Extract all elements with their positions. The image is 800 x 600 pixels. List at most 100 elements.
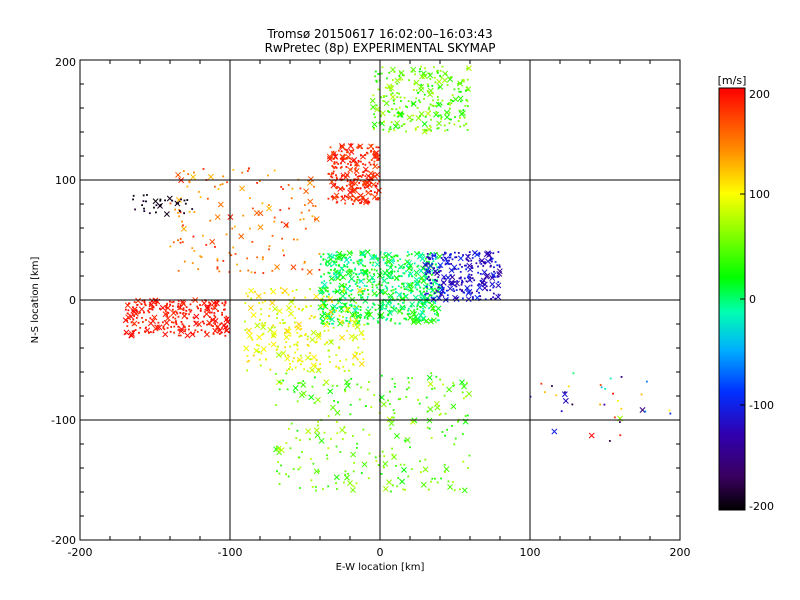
scatter-dot-marker xyxy=(349,188,352,191)
scatter-dot-marker xyxy=(356,175,359,178)
scatter-cross-marker xyxy=(270,341,277,348)
scatter-dot-marker xyxy=(343,188,345,191)
scatter-dot-marker xyxy=(339,253,341,256)
scatter-cross-marker xyxy=(375,187,382,194)
scatter-dot-marker xyxy=(293,296,296,299)
scatter-dot-marker xyxy=(274,372,277,375)
scatter-dot-marker xyxy=(400,125,403,127)
scatter-dot-marker xyxy=(434,258,437,260)
scatter-dot-marker xyxy=(347,311,349,313)
scatter-dot-marker xyxy=(313,185,315,188)
scatter-dot-marker xyxy=(417,399,419,401)
scatter-dot-marker xyxy=(356,317,358,320)
scatter-dot-marker xyxy=(262,324,265,326)
scatter-cross-marker xyxy=(247,305,254,311)
scatter-dot-marker xyxy=(423,310,425,313)
scatter-dot-marker xyxy=(356,146,359,149)
scatter-dot-marker xyxy=(462,397,465,400)
scatter-dot-marker xyxy=(267,174,269,177)
scatter-cross-marker xyxy=(129,330,135,337)
scatter-dot-marker xyxy=(440,257,443,259)
scatter-dot-marker xyxy=(258,302,261,304)
scatter-dot-marker xyxy=(286,225,289,228)
scatter-cross-marker xyxy=(435,101,442,108)
scatter-dot-marker xyxy=(221,183,224,185)
scatter-dot-marker xyxy=(437,286,440,289)
scatter-dot-marker xyxy=(298,335,301,338)
scatter-dot-marker xyxy=(170,326,173,328)
scatter-dot-marker xyxy=(426,90,429,92)
scatter-dot-marker xyxy=(177,269,180,272)
scatter-dot-marker xyxy=(480,263,483,265)
scatter-dot-marker xyxy=(383,273,386,276)
scatter-dot-marker xyxy=(393,260,395,262)
scatter-dot-marker xyxy=(430,437,433,439)
scatter-dot-marker xyxy=(293,321,296,324)
scatter-dot-marker xyxy=(435,289,438,292)
scatter-dot-marker xyxy=(224,301,227,304)
scatter-dot-marker xyxy=(347,325,350,328)
scatter-dot-marker xyxy=(360,296,362,299)
scatter-dot-marker xyxy=(335,354,338,357)
scatter-dot-marker xyxy=(268,248,270,251)
scatter-dot-marker xyxy=(352,363,355,366)
scatter-dot-marker xyxy=(292,468,295,471)
scatter-cross-marker xyxy=(338,282,345,289)
scatter-dot-marker xyxy=(567,385,570,388)
scatter-dot-marker xyxy=(373,160,376,163)
scatter-dot-marker xyxy=(252,354,255,357)
scatter-dot-marker xyxy=(294,366,297,369)
scatter-cross-marker xyxy=(344,306,351,313)
scatter-dot-marker xyxy=(188,179,191,182)
scatter-dot-marker xyxy=(223,308,225,311)
scatter-dot-marker xyxy=(377,146,380,149)
scatter-dot-marker xyxy=(348,268,351,271)
scatter-dot-marker xyxy=(452,481,454,483)
scatter-dot-marker xyxy=(370,406,373,409)
scatter-dot-marker xyxy=(493,266,495,269)
scatter-cross-marker xyxy=(343,257,350,263)
scatter-dot-marker xyxy=(426,287,429,290)
scatter-dot-marker xyxy=(372,126,375,129)
scatter-dot-marker xyxy=(262,332,265,335)
scatter-cross-marker xyxy=(379,110,386,117)
scatter-dot-marker xyxy=(425,292,428,295)
scatter-dot-marker xyxy=(143,210,146,213)
scatter-dot-marker xyxy=(311,215,314,218)
scatter-dot-marker xyxy=(426,83,429,86)
scatter-cross-marker xyxy=(313,468,320,475)
scatter-dot-marker xyxy=(326,321,328,323)
scatter-cross-marker xyxy=(174,200,181,207)
scatter-dot-marker xyxy=(440,292,443,294)
scatter-dot-marker xyxy=(399,96,402,99)
scatter-cross-marker xyxy=(392,123,399,130)
scatter-dot-marker xyxy=(467,254,470,257)
scatter-dot-marker xyxy=(425,273,428,276)
scatter-dot-marker xyxy=(387,282,390,284)
scatter-dot-marker xyxy=(300,328,303,330)
scatter-dot-marker xyxy=(403,285,405,288)
scatter-cross-marker xyxy=(352,334,359,341)
scatter-dot-marker xyxy=(278,483,281,485)
scatter-dot-marker xyxy=(368,452,371,455)
x-tick-label: 100 xyxy=(520,546,541,559)
scatter-dot-marker xyxy=(373,280,376,283)
scatter-cross-marker xyxy=(309,336,316,343)
scatter-cross-marker xyxy=(206,319,213,326)
scatter-dot-marker xyxy=(340,166,343,168)
scatter-cross-marker xyxy=(339,143,345,149)
scatter-cross-marker xyxy=(427,91,434,98)
scatter-cross-marker xyxy=(180,300,187,307)
scatter-dot-marker xyxy=(356,164,358,167)
scatter-dot-marker xyxy=(294,326,297,329)
scatter-dot-marker xyxy=(473,279,476,282)
scatter-dot-marker xyxy=(377,321,380,324)
scatter-dot-marker xyxy=(454,437,457,440)
scatter-dot-marker xyxy=(424,279,426,282)
scatter-dot-marker xyxy=(478,259,481,262)
scatter-cross-marker xyxy=(351,157,358,163)
scatter-dot-marker xyxy=(368,161,371,164)
scatter-dot-marker xyxy=(329,437,332,440)
scatter-dot-marker xyxy=(387,130,390,133)
scatter-dot-marker xyxy=(207,306,210,309)
